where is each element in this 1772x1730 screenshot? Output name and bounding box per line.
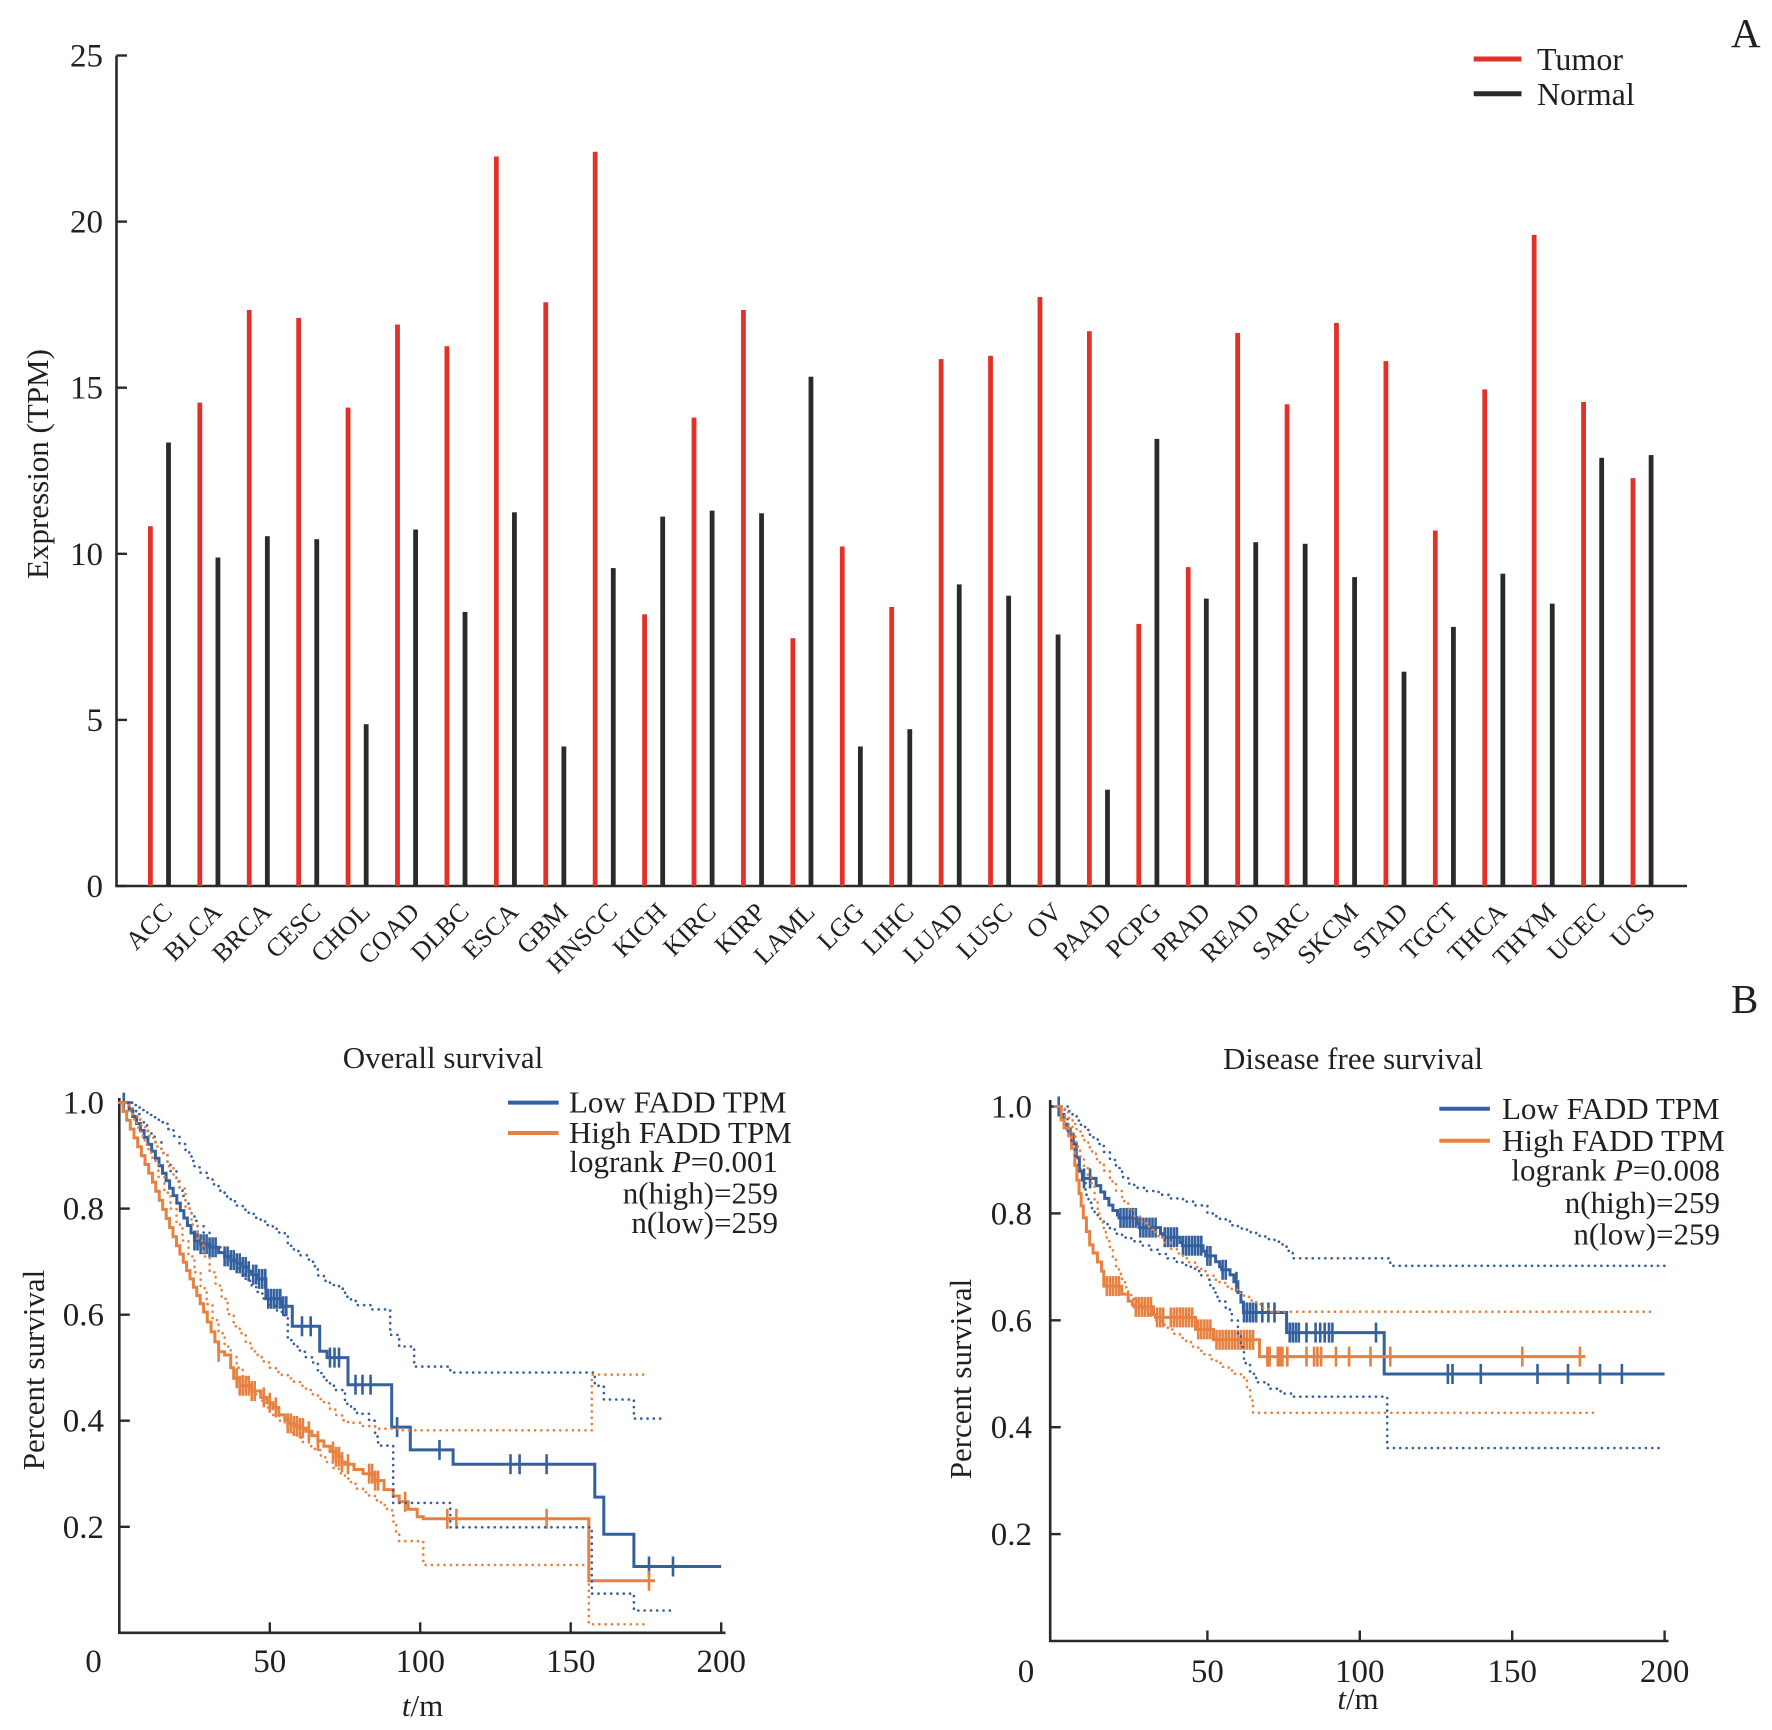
svg-text:n(low)=259: n(low)=259 xyxy=(1573,1216,1720,1251)
svg-text:0.4: 0.4 xyxy=(63,1404,104,1440)
svg-text:B: B xyxy=(1731,976,1758,1022)
svg-text:200: 200 xyxy=(696,1644,746,1680)
svg-text:0: 0 xyxy=(1018,1654,1035,1690)
svg-text:50: 50 xyxy=(253,1644,286,1680)
svg-text:200: 200 xyxy=(1640,1654,1690,1690)
svg-text:n(high)=259: n(high)=259 xyxy=(1565,1185,1720,1220)
svg-text:5: 5 xyxy=(87,703,104,739)
svg-text:15: 15 xyxy=(70,371,103,407)
svg-text:Percent survival: Percent survival xyxy=(943,1279,978,1480)
svg-text:0.6: 0.6 xyxy=(63,1298,104,1334)
svg-text:t/m: t/m xyxy=(1337,1681,1378,1716)
svg-text:0.2: 0.2 xyxy=(991,1517,1032,1553)
svg-text:0.8: 0.8 xyxy=(991,1196,1032,1232)
svg-text:50: 50 xyxy=(1191,1654,1224,1690)
svg-text:0: 0 xyxy=(85,1644,102,1680)
svg-text:A: A xyxy=(1731,10,1761,56)
svg-text:20: 20 xyxy=(70,205,103,241)
svg-text:0: 0 xyxy=(87,869,104,905)
svg-text:n(high)=259: n(high)=259 xyxy=(623,1176,778,1211)
svg-text:100: 100 xyxy=(395,1644,445,1680)
svg-text:Percent survival: Percent survival xyxy=(16,1270,51,1471)
svg-text:Overall survival: Overall survival xyxy=(343,1040,544,1075)
svg-text:10: 10 xyxy=(70,537,103,573)
svg-text:logrank P=0.001: logrank P=0.001 xyxy=(569,1144,778,1179)
svg-text:Expression (TPM): Expression (TPM) xyxy=(20,349,55,579)
svg-text:0.8: 0.8 xyxy=(63,1192,104,1228)
svg-text:25: 25 xyxy=(70,39,103,75)
svg-text:100: 100 xyxy=(1335,1654,1385,1690)
svg-text:logrank P=0.008: logrank P=0.008 xyxy=(1511,1152,1720,1187)
svg-text:0.2: 0.2 xyxy=(63,1510,104,1546)
svg-text:Normal: Normal xyxy=(1537,76,1635,112)
svg-text:n(low)=259: n(low)=259 xyxy=(631,1205,778,1240)
svg-text:150: 150 xyxy=(546,1644,596,1680)
svg-text:t/m: t/m xyxy=(402,1688,443,1723)
svg-text:Low FADD TPM: Low FADD TPM xyxy=(569,1085,787,1120)
svg-text:0.6: 0.6 xyxy=(991,1303,1032,1339)
svg-text:150: 150 xyxy=(1487,1654,1537,1690)
svg-text:Disease free survival: Disease free survival xyxy=(1223,1041,1483,1076)
svg-text:High FADD TPM: High FADD TPM xyxy=(1502,1123,1725,1158)
svg-text:1.0: 1.0 xyxy=(63,1086,104,1122)
svg-text:1.0: 1.0 xyxy=(991,1090,1032,1126)
svg-text:Tumor: Tumor xyxy=(1537,41,1623,77)
svg-text:High FADD TPM: High FADD TPM xyxy=(569,1115,792,1150)
svg-text:Low FADD TPM: Low FADD TPM xyxy=(1502,1091,1720,1126)
svg-text:0.4: 0.4 xyxy=(991,1410,1032,1446)
